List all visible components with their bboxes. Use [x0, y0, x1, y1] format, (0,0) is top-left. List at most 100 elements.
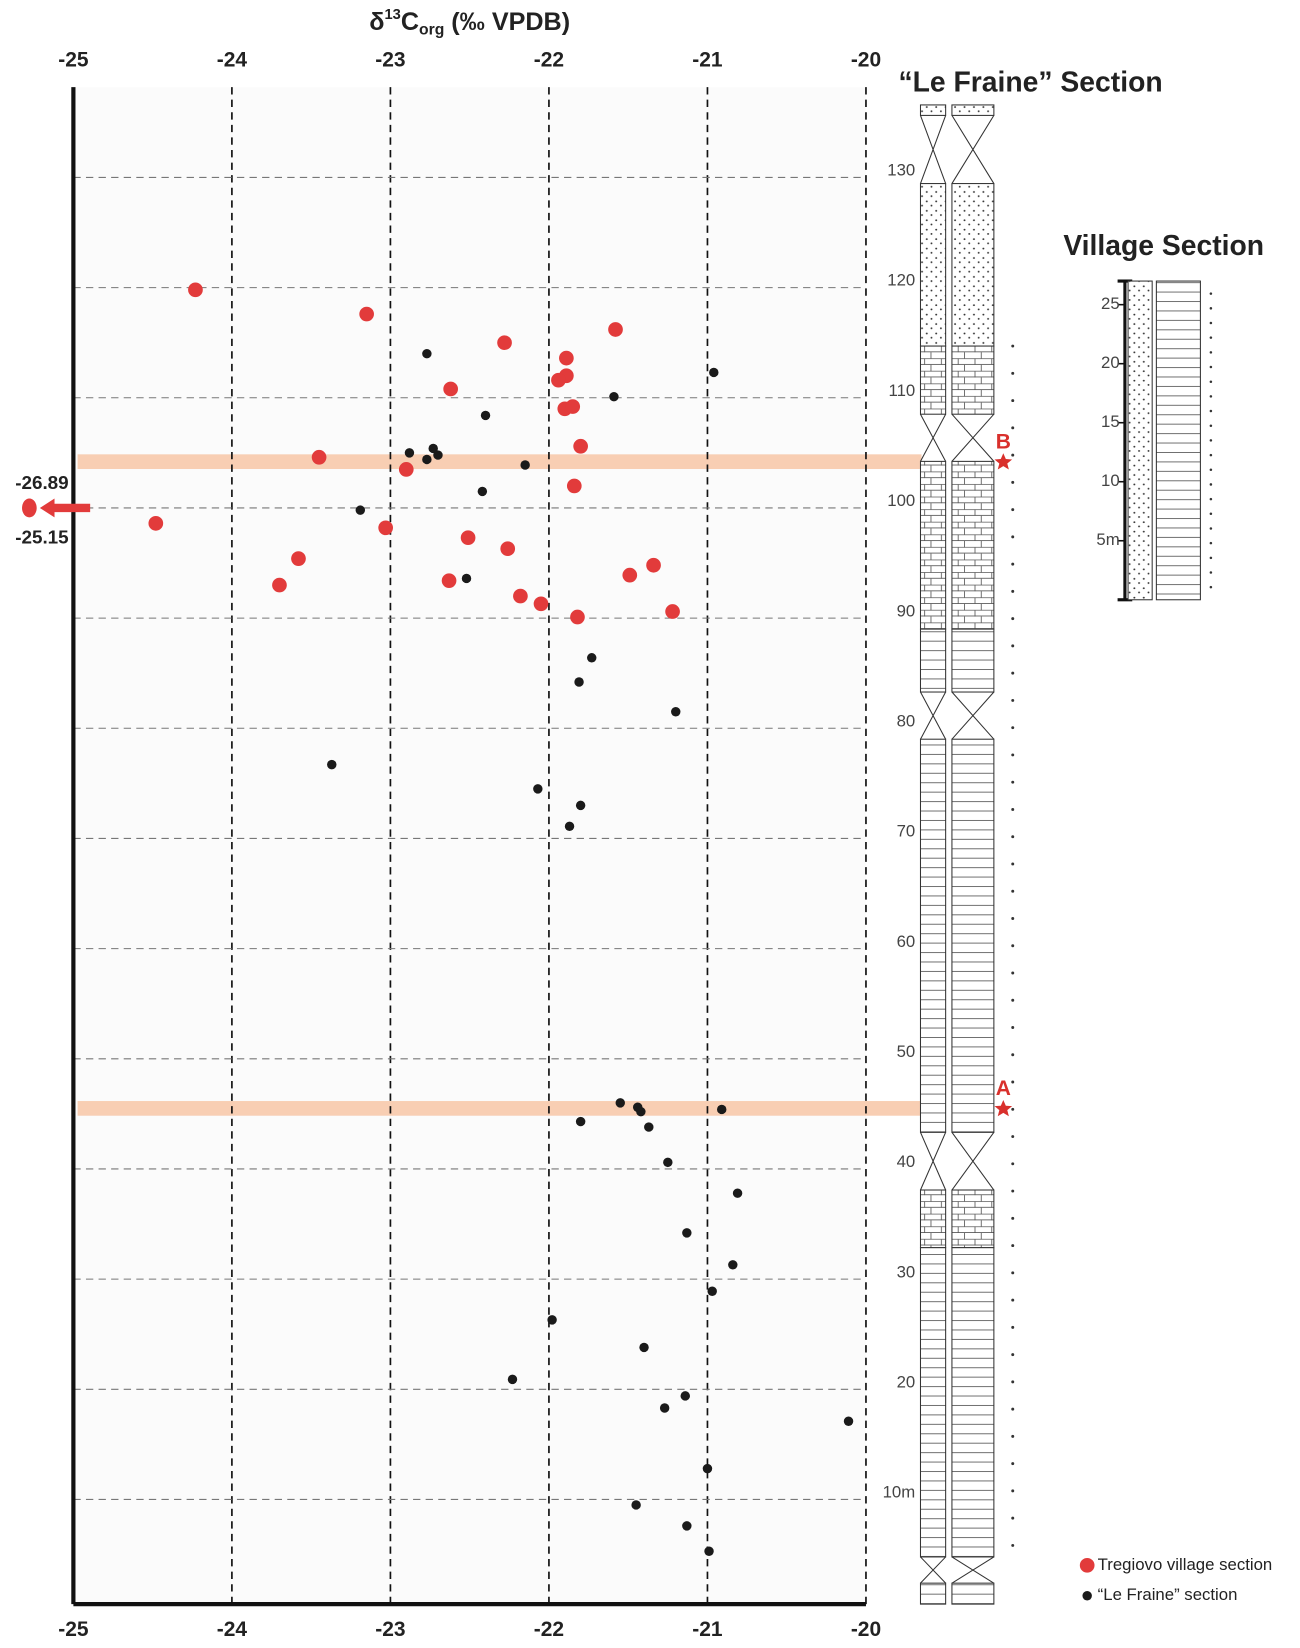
sample-dot [1011, 726, 1014, 729]
litho-bed [920, 739, 945, 1132]
sample-dot [1011, 862, 1014, 865]
legend-label: “Le Fraine” section [1098, 1585, 1238, 1604]
litho-bed [920, 1190, 945, 1248]
data-point [188, 282, 203, 297]
litho-gap [920, 115, 945, 183]
x-tick-label-top: -24 [217, 48, 248, 71]
data-point [378, 520, 393, 535]
sample-dot [1210, 483, 1213, 486]
litho-bed [952, 105, 994, 115]
sample-dot [1210, 424, 1213, 427]
y-tick-label: 10m [883, 1483, 916, 1502]
sample-dot [1011, 1489, 1014, 1492]
y-tick-label: 20 [897, 1372, 916, 1391]
sample-dot [1210, 410, 1213, 413]
litho-bed [920, 629, 945, 692]
sample-dot [1011, 1299, 1014, 1302]
data-point [327, 760, 336, 769]
sample-dot [1210, 586, 1213, 589]
litho-gap [952, 1132, 994, 1190]
data-point [671, 707, 680, 716]
data-point [422, 455, 431, 464]
sample-dot [1210, 351, 1213, 354]
sample-dot [1011, 1408, 1014, 1411]
x-tick-label-top: -25 [58, 48, 89, 71]
data-point [703, 1464, 712, 1473]
sample-dot [1210, 307, 1213, 310]
litho-bed [952, 1583, 994, 1604]
litho-bed [952, 1248, 994, 1557]
data-point [461, 530, 476, 545]
data-point [551, 373, 566, 388]
litho-gap [920, 414, 945, 461]
sample-dot [1011, 753, 1014, 756]
litho-bed [1156, 281, 1200, 600]
data-point [442, 573, 457, 588]
data-point [312, 450, 327, 465]
x-tick-label-top: -22 [534, 48, 564, 71]
litho-bed [952, 461, 994, 629]
x-tick-label-bottom: -25 [58, 1618, 89, 1641]
x-tick-label-bottom: -24 [217, 1618, 248, 1641]
sample-dot [1011, 1517, 1014, 1520]
x-tick-label-bottom: -20 [851, 1618, 881, 1641]
data-point [405, 448, 414, 457]
sample-dot [1210, 498, 1213, 501]
sample-dot [1011, 1326, 1014, 1329]
litho-bed [952, 629, 994, 692]
litho-bed [920, 1248, 945, 1557]
sample-dot [1011, 1462, 1014, 1465]
data-point [717, 1105, 726, 1114]
sample-dot [1210, 542, 1213, 545]
data-point [570, 610, 585, 625]
data-point [422, 349, 431, 358]
sample-dot [1011, 1353, 1014, 1356]
data-point [733, 1188, 742, 1197]
y-tick-label: 100 [887, 491, 915, 510]
marker-band [78, 1101, 922, 1116]
data-point [639, 1343, 648, 1352]
sample-dot [1210, 322, 1213, 325]
data-point [682, 1521, 691, 1530]
data-point [728, 1260, 737, 1269]
y-tick-label: 80 [897, 711, 916, 730]
village-title: Village Section [1063, 229, 1264, 261]
data-point [433, 450, 442, 459]
data-point [646, 558, 661, 573]
sample-dot [1210, 292, 1213, 295]
litho-bed [952, 184, 994, 347]
data-point [704, 1547, 713, 1556]
litho-bed [920, 346, 945, 414]
sample-dot [1011, 563, 1014, 566]
y-tick-label: 120 [887, 271, 915, 290]
litho-gap [952, 414, 994, 461]
data-point [272, 578, 287, 593]
data-point [547, 1315, 556, 1324]
figure: -25-25-24-24-23-23-22-22-21-21-20-2010m2… [0, 0, 1300, 1643]
sample-dot [1210, 469, 1213, 472]
sample-dot [1011, 1190, 1014, 1193]
data-point [513, 589, 528, 604]
y-tick-label: 60 [897, 932, 916, 951]
sample-dot [1011, 808, 1014, 811]
data-point [707, 1287, 716, 1296]
data-point [622, 568, 637, 583]
litho-bed [920, 461, 945, 629]
sample-dot [1011, 1271, 1014, 1274]
sample-dot [1011, 535, 1014, 538]
sample-dot [1210, 571, 1213, 574]
y-tick-label: 30 [897, 1262, 916, 1281]
sample-dot [1210, 527, 1213, 530]
x-tick-label-bottom: -23 [375, 1618, 405, 1641]
sample-dot [1011, 972, 1014, 975]
litho-gap [952, 115, 994, 183]
data-point [663, 1158, 672, 1167]
data-point [636, 1107, 645, 1116]
data-point [631, 1500, 640, 1509]
data-point [681, 1391, 690, 1400]
sample-dot [1011, 1135, 1014, 1138]
village-tick-label: 20 [1101, 353, 1120, 372]
sample-dot [1210, 380, 1213, 383]
litho-gap [952, 1557, 994, 1583]
village-tick-label: 15 [1101, 412, 1120, 431]
